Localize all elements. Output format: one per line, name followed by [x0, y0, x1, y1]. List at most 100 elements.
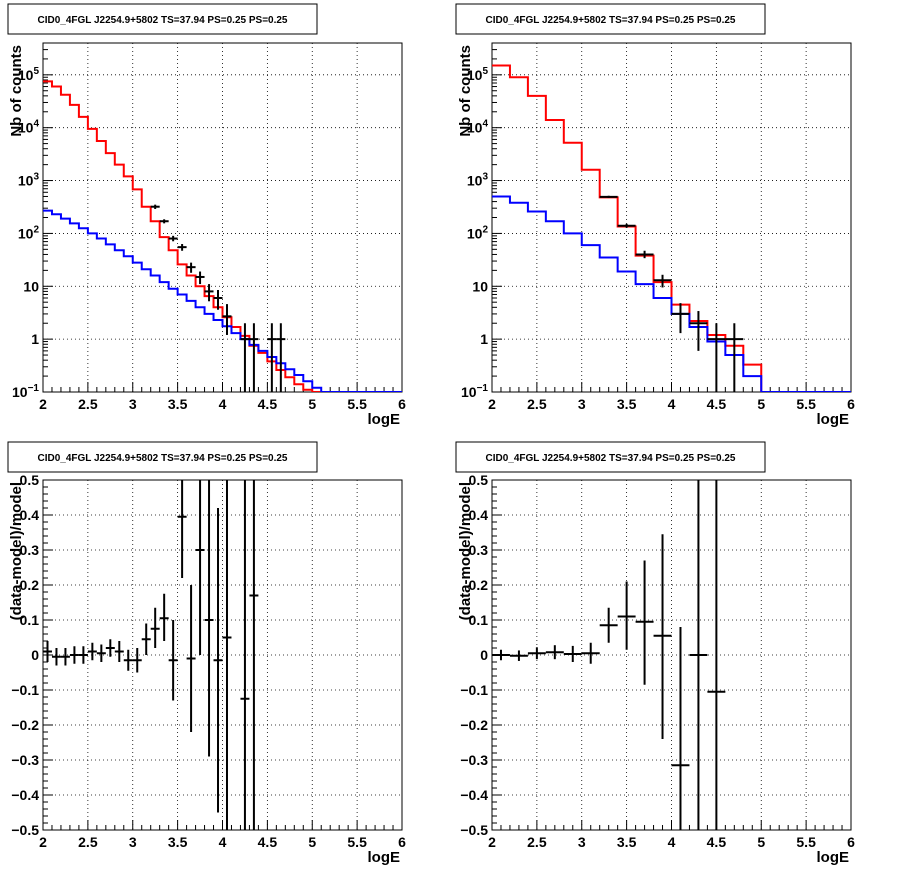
chart-panel-4: CID0_4FGL J2254.9+5802 TS=37.94 PS=0.25 …: [455, 441, 855, 866]
data-point: [267, 323, 277, 392]
x-tick-label: 4.5: [707, 396, 727, 412]
x-tick-label: 6: [398, 396, 406, 412]
x-tick-label: 6: [847, 834, 855, 850]
data-point: [689, 311, 708, 351]
data-point: [492, 649, 510, 661]
data-point: [563, 645, 582, 662]
y-tick-label-base: 1: [31, 331, 39, 347]
x-tick-label: 3: [578, 396, 586, 412]
y-tick-label-base: 0.5: [469, 472, 489, 488]
x-tick-label: 2.5: [78, 396, 98, 412]
data-point: [159, 219, 169, 224]
y-tick-label-base: −0.3: [11, 752, 39, 768]
data-point: [105, 639, 115, 657]
data-point: [222, 304, 232, 335]
x-tick-label: 5.5: [347, 834, 367, 850]
y-axis-label: Nb of counts: [457, 45, 474, 137]
data-point: [222, 480, 232, 830]
total-model-histogram: [43, 80, 402, 392]
y-tick-label: −0.5: [460, 822, 488, 838]
data-point: [599, 195, 618, 198]
y-tick-label: 10−1: [461, 383, 488, 400]
plot-area: [492, 64, 851, 392]
title-box: [7, 441, 318, 473]
y-tick-label: 0.3: [20, 542, 40, 558]
data-point: [653, 534, 672, 739]
data-point: [527, 647, 546, 660]
x-axis-label: logE: [368, 411, 401, 428]
x-tick-label: 5.5: [796, 396, 816, 412]
y-tick-label-exponent: 4: [482, 119, 488, 130]
x-tick-label: 5: [757, 396, 765, 412]
data-point: [725, 323, 744, 392]
y-tick-label: 0: [480, 647, 488, 663]
y-tick-label-exponent: −1: [477, 383, 489, 394]
y-tick-label: −0.3: [460, 752, 488, 768]
x-tick-label: 3: [578, 834, 586, 850]
y-tick-label-base: 10: [467, 173, 483, 189]
y-tick-label-exponent: 2: [482, 224, 488, 235]
chart-panel-1: CID0_4FGL J2254.9+5802 TS=37.94 PS=0.25 …: [7, 3, 406, 428]
x-tick-label: 2: [39, 834, 47, 850]
y-tick-label-base: 0.2: [20, 577, 40, 593]
data-point: [141, 623, 151, 655]
x-tick-label: 6: [847, 396, 855, 412]
x-tick-label: 3.5: [168, 834, 188, 850]
chart-title: CID0_4FGL J2254.9+5802 TS=37.94 PS=0.25 …: [486, 453, 736, 464]
y-tick-label-base: 10: [467, 120, 483, 136]
x-tick-label: 5: [757, 834, 765, 850]
x-tick-label: 4.5: [258, 834, 278, 850]
x-tick-label: 4.5: [707, 834, 727, 850]
y-tick-label: 105: [467, 66, 489, 83]
y-tick-label: 103: [467, 172, 489, 189]
data-point: [43, 641, 52, 662]
x-tick-label: 4: [219, 396, 227, 412]
axis-ticks: [42, 479, 403, 831]
data-point: [177, 244, 187, 251]
y-tick-label-base: −0.4: [460, 787, 488, 803]
y-tick-label-base: 0.5: [20, 472, 40, 488]
x-tick-label: 4.5: [258, 396, 278, 412]
chart-panel-2: CID0_4FGL J2254.9+5802 TS=37.94 PS=0.25 …: [455, 3, 855, 428]
data-point: [123, 649, 133, 671]
data-point: [51, 648, 61, 666]
axis-ticks: [491, 479, 852, 831]
y-tick-label-base: 0.1: [20, 612, 40, 628]
y-tick-label: 0.2: [20, 577, 40, 593]
y-tick-label: 104: [467, 119, 489, 136]
y-axis-label: Nb of counts: [8, 45, 25, 137]
y-tick-label: −0.4: [460, 787, 488, 803]
y-tick-label-base: −0.2: [460, 717, 488, 733]
y-tick-label-base: 10: [12, 384, 28, 400]
y-tick-label-base: −0.4: [11, 787, 39, 803]
data-point: [177, 480, 187, 578]
y-tick-label-base: 10: [461, 384, 477, 400]
y-tick-label: 0.1: [469, 612, 489, 628]
data-point: [635, 250, 654, 259]
y-tick-label-exponent: 3: [33, 172, 39, 183]
data-point: [195, 271, 205, 285]
y-tick-label-base: −0.5: [460, 822, 488, 838]
y-tick-label: 10−1: [12, 383, 39, 400]
data-point: [204, 480, 214, 757]
data-point: [69, 646, 79, 664]
y-tick-label-base: 10: [18, 173, 34, 189]
data-point: [671, 627, 690, 830]
data-point: [545, 645, 564, 660]
grid: [42, 479, 403, 831]
x-axis-label: logE: [817, 411, 850, 428]
y-axis-label: (data-model)/model: [457, 482, 474, 620]
y-tick-label-exponent: 3: [482, 172, 488, 183]
data-point: [240, 480, 250, 830]
chart-title: CID0_4FGL J2254.9+5802 TS=37.94 PS=0.25 …: [38, 453, 288, 464]
y-tick-label: 102: [467, 224, 489, 241]
y-tick-label: −0.5: [11, 822, 39, 838]
y-tick-label: 0.4: [20, 507, 40, 523]
y-tick-label: 0.5: [20, 472, 40, 488]
y-tick-label-base: 10: [18, 225, 34, 241]
data-point: [132, 648, 142, 673]
data-points: [150, 204, 286, 392]
x-tick-label: 5: [308, 834, 316, 850]
y-tick-label-exponent: −1: [28, 383, 40, 394]
x-tick-label: 5.5: [796, 834, 816, 850]
